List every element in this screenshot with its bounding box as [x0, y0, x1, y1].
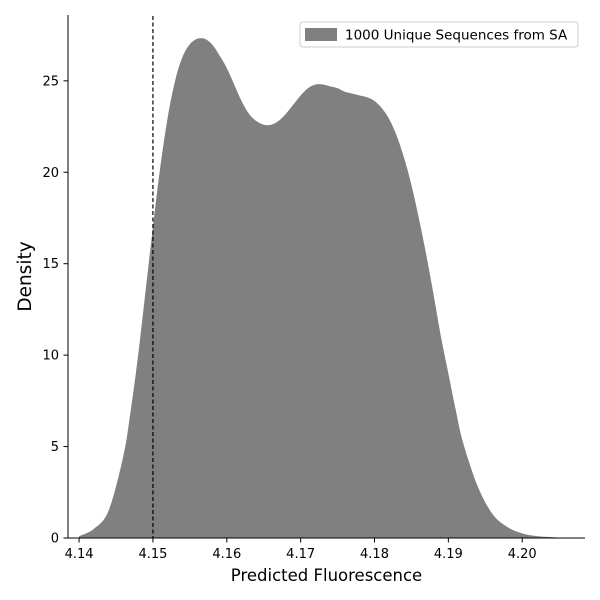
y-tick-label: 20: [42, 166, 59, 181]
x-tick-label: 4.18: [360, 547, 389, 562]
legend: 1000 Unique Sequences from SA: [299, 21, 579, 48]
y-tick-label: 25: [42, 74, 59, 89]
x-tick-label: 4.20: [508, 547, 537, 562]
x-tick-label: 4.17: [286, 547, 315, 562]
y-tick-label: 15: [42, 257, 59, 272]
y-axis-label: Density: [15, 241, 36, 311]
legend-label: 1000 Unique Sequences from SA: [345, 28, 568, 44]
y-tick-label: 5: [51, 440, 59, 455]
plot-area: [79, 16, 567, 539]
x-axis-ticks: 4.14 4.15 4.16 4.17 4.18 4.19 4.20: [65, 538, 537, 562]
y-tick-label: 10: [42, 349, 59, 364]
density-area: [79, 38, 567, 539]
legend-swatch: [305, 28, 337, 41]
x-tick-label: 4.19: [434, 547, 463, 562]
x-axis-label: Predicted Fluorescence: [231, 566, 422, 585]
x-tick-label: 4.15: [138, 547, 167, 562]
axes: 4.14 4.15 4.16 4.17 4.18 4.19 4.20 0510152025 …: [15, 15, 585, 585]
legend-frame: [299, 21, 579, 48]
y-axis-ticks: 0 5 10 15 20 25: [42, 74, 68, 547]
x-tick-label: 4.16: [212, 547, 241, 562]
x-tick-label: 4.14: [65, 547, 94, 562]
y-tick-label: 0: [51, 532, 59, 547]
